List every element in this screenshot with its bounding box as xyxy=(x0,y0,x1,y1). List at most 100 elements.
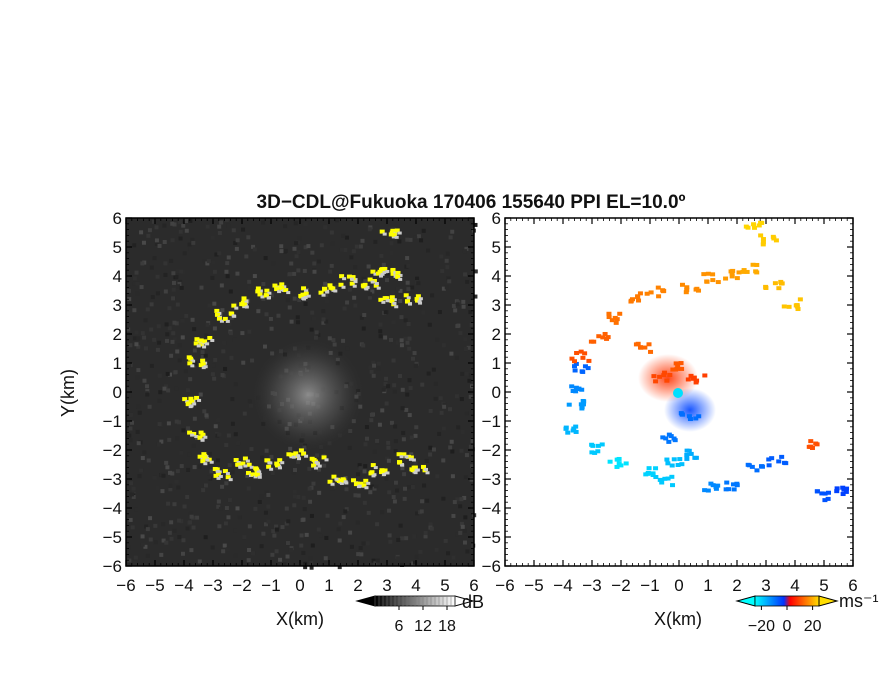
noise-pixel xyxy=(401,437,406,442)
noise-pixel xyxy=(162,223,167,228)
noise-pixel xyxy=(454,355,459,360)
velocity-pixel xyxy=(573,429,579,434)
noise-pixel xyxy=(324,292,329,297)
ring-pixel xyxy=(322,287,328,292)
ring-pixel xyxy=(199,342,205,347)
noise-pixel xyxy=(451,513,456,518)
ring-pixel-edge xyxy=(314,466,319,470)
noise-pixel xyxy=(385,456,390,461)
noise-pixel xyxy=(163,384,168,389)
noise-pixel xyxy=(153,540,158,545)
x-tick-label: 4 xyxy=(411,576,420,595)
colorbar-tick-label: −20 xyxy=(748,618,775,635)
ring-pixel xyxy=(350,275,356,280)
x-tick-label: 6 xyxy=(469,576,478,595)
noise-pixel xyxy=(175,349,180,354)
ring-pixel-edge xyxy=(392,298,397,302)
velocity-pixel xyxy=(759,464,765,469)
noise-pixel xyxy=(241,360,246,365)
noise-pixel xyxy=(191,240,196,245)
ring-pixel-edge xyxy=(238,465,243,469)
right-velocity-points xyxy=(563,220,850,503)
velocity-pixel xyxy=(705,488,711,493)
noise-pixel xyxy=(157,422,162,427)
noise-pixel xyxy=(205,224,210,229)
ring-pixel-edge xyxy=(215,469,220,473)
noise-pixel xyxy=(352,295,357,300)
ring-pixel-edge xyxy=(266,296,271,300)
noise-pixel xyxy=(211,363,216,368)
ring-pixel xyxy=(200,362,206,367)
noise-pixel xyxy=(200,350,205,355)
noise-pixel xyxy=(128,426,133,431)
ring-pixel xyxy=(327,283,333,288)
noise-pixel xyxy=(360,238,365,243)
noise-pixel xyxy=(195,515,200,520)
noise-pixel xyxy=(235,506,240,511)
ring-pixel-edge xyxy=(325,290,330,294)
noise-pixel xyxy=(406,287,411,292)
noise-pixel xyxy=(214,252,219,257)
noise-pixel xyxy=(361,343,366,348)
noise-pixel xyxy=(187,242,192,247)
ring-pixel-edge xyxy=(406,296,411,300)
ring-pixel xyxy=(363,478,369,483)
noise-pixel xyxy=(453,308,458,313)
noise-pixel xyxy=(405,280,410,285)
noise-pixel xyxy=(400,406,405,411)
ring-pixel xyxy=(241,302,247,307)
ring-pixel-edge xyxy=(203,435,208,439)
noise-pixel xyxy=(247,524,252,529)
noise-pixel xyxy=(145,553,150,558)
y-tick-label: 2 xyxy=(113,325,122,344)
left-panel: −6 −5 −4 −3 −2 −1 0 1 2 3 4 5 6 −6 −5 −4 −3 −2 −1 0 1 2 3 4 5 6 X… xyxy=(58,209,479,629)
velocity-pixel xyxy=(701,272,707,277)
noise-pixel xyxy=(207,451,212,456)
y-tick-label: 4 xyxy=(113,267,122,286)
velocity-pixel xyxy=(688,373,694,378)
noise-pixel xyxy=(467,378,472,383)
noise-pixel xyxy=(342,306,347,311)
left-ticks: −6 −5 −4 −3 −2 −1 0 1 2 3 4 5 6 −6 −5 −4 −3 −2 −1 0 1 2 3 4 5 6 xyxy=(103,209,479,595)
ring-pixel xyxy=(300,292,306,297)
velocity-pixel xyxy=(705,271,711,276)
velocity-pixel xyxy=(673,367,679,372)
velocity-pixel xyxy=(763,285,769,290)
noise-pixel xyxy=(161,538,166,543)
ring-pixel-edge xyxy=(205,342,210,346)
noise-pixel xyxy=(283,224,288,229)
noise-pixel xyxy=(462,540,467,545)
velocity-pixel xyxy=(760,240,766,245)
noise-pixel xyxy=(458,331,463,336)
noise-pixel xyxy=(198,392,203,397)
ring-pixel xyxy=(414,297,420,302)
velocity-pixel xyxy=(569,384,575,389)
ring-pixel-edge xyxy=(189,404,194,408)
velocity-pixel xyxy=(662,370,668,375)
noise-pixel xyxy=(266,519,271,524)
noise-pixel xyxy=(323,556,328,561)
noise-pixel xyxy=(306,244,311,249)
velocity-pixel xyxy=(779,454,785,459)
velocity-pixel xyxy=(566,402,572,407)
noise-pixel xyxy=(226,255,231,260)
ring-pixel-edge xyxy=(341,285,346,289)
velocity-pixel xyxy=(834,486,840,491)
velocity-pixel xyxy=(635,294,641,299)
noise-pixel xyxy=(173,370,178,375)
noise-pixel xyxy=(164,460,169,465)
noise-pixel xyxy=(170,471,175,476)
noise-pixel xyxy=(135,375,140,380)
ring-pixel-edge xyxy=(424,467,429,471)
ring-pixel-edge xyxy=(352,284,357,288)
noise-pixel xyxy=(202,409,207,414)
velocity-pixel xyxy=(629,297,635,302)
x-tick-label: 1 xyxy=(703,576,712,595)
velocity-pixel xyxy=(786,304,792,309)
noise-pixel xyxy=(185,388,190,393)
velocity-pixel xyxy=(628,299,634,304)
noise-pixel xyxy=(220,308,225,313)
noise-pixel xyxy=(447,279,452,284)
ring-pixel xyxy=(301,286,307,291)
noise-pixel xyxy=(419,509,424,514)
